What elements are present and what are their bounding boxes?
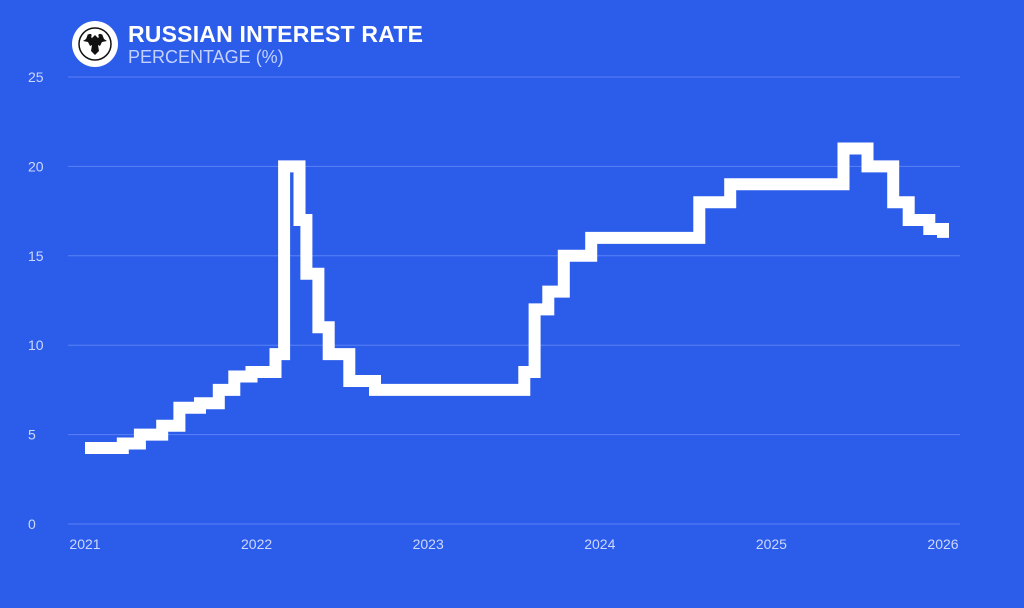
y-tick-label: 10: [28, 337, 44, 353]
x-tick-label: 2022: [241, 536, 272, 552]
x-tick-label: 2025: [756, 536, 787, 552]
central-bank-emblem: [72, 21, 118, 67]
x-tick-label: 2024: [584, 536, 615, 552]
rate-series-line: [85, 142, 949, 454]
y-tick-label: 0: [28, 516, 36, 532]
x-tick-label: 2026: [927, 536, 958, 552]
double-headed-eagle-icon: [78, 27, 112, 61]
y-tick-label: 20: [28, 158, 44, 174]
y-tick-label: 25: [28, 69, 44, 85]
x-tick-label: 2021: [69, 536, 100, 552]
y-tick-label: 15: [28, 248, 44, 264]
chart-title: RUSSIAN INTEREST RATE: [128, 20, 424, 47]
chart-subtitle: PERCENTAGE (%): [128, 46, 284, 67]
x-tick-label: 2023: [413, 536, 444, 552]
chart-header: RUSSIAN INTEREST RATE PERCENTAGE (%): [72, 20, 423, 68]
y-tick-label: 5: [28, 427, 36, 443]
